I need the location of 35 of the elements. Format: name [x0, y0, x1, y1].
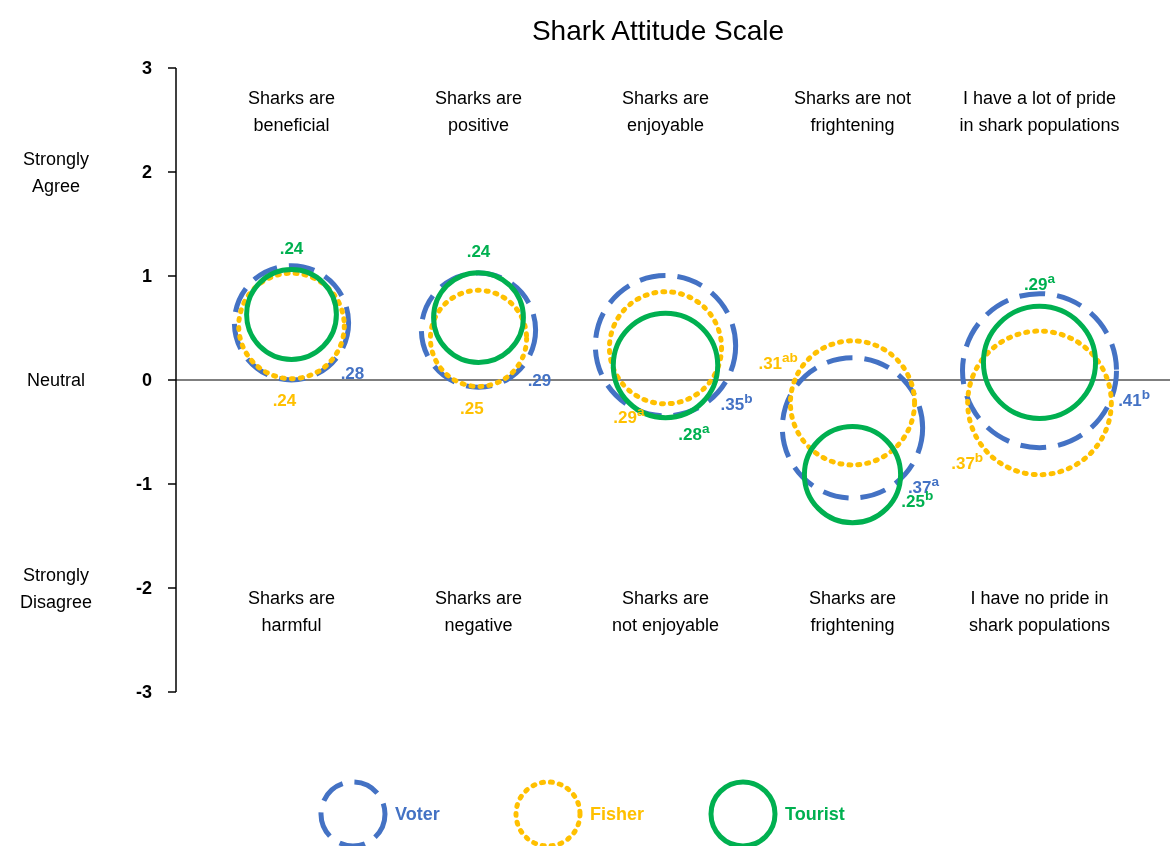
annotation: .37$^{b}$ — [951, 449, 984, 473]
annotation: Sharks are frightening — [808, 588, 897, 635]
annotation: .24 — [279, 238, 304, 258]
text: Fisher — [590, 804, 645, 825]
y-tick-label: -2 — [135, 578, 152, 599]
text: Voter — [395, 804, 440, 825]
annotation: .24 — [466, 241, 491, 261]
y-tick-label: -1 — [135, 474, 152, 495]
x-tick-label: Sharks are beneficial — [247, 88, 336, 135]
y-tick-label: 2 — [141, 162, 152, 183]
annotation: .25 — [460, 399, 484, 419]
y-tick-label: -3 — [135, 682, 152, 703]
chart-title: Shark Attitude Scale — [531, 15, 785, 46]
annotation: .35$^{b}$ — [720, 390, 753, 415]
x-tick-label: Sharks are positive — [434, 88, 523, 135]
y-tick-label: 3 — [141, 58, 152, 79]
annotation: .28$^{a}$ — [678, 420, 710, 444]
annotation: Sharks are negative — [434, 588, 523, 635]
text: Tourist — [785, 804, 845, 825]
annotation: .24 — [272, 391, 297, 411]
text: Strongly Disagree — [19, 564, 93, 612]
y-tick-label: 0 — [141, 370, 152, 391]
text: Strongly Agree — [22, 148, 90, 196]
y-tick-label: 1 — [141, 266, 152, 287]
annotation: .41$^{b}$ — [1118, 386, 1151, 410]
annotation: Sharks are harmful — [247, 588, 336, 635]
annotation: Sharks are not enjoyable — [611, 588, 720, 635]
annotation: .28 — [340, 364, 365, 384]
text: Neutral — [26, 370, 86, 391]
annotation: .31$^{ab}$ — [758, 349, 798, 374]
x-tick-label: Sharks are enjoyable — [621, 88, 710, 135]
annotation: .29$^{a}$ — [1023, 270, 1056, 295]
x-tick-label: I have a lot of pride in shark populations — [959, 88, 1120, 135]
annotation: I have no pride in shark populations — [968, 588, 1111, 635]
x-tick-label: Sharks are not frightening — [793, 88, 912, 135]
